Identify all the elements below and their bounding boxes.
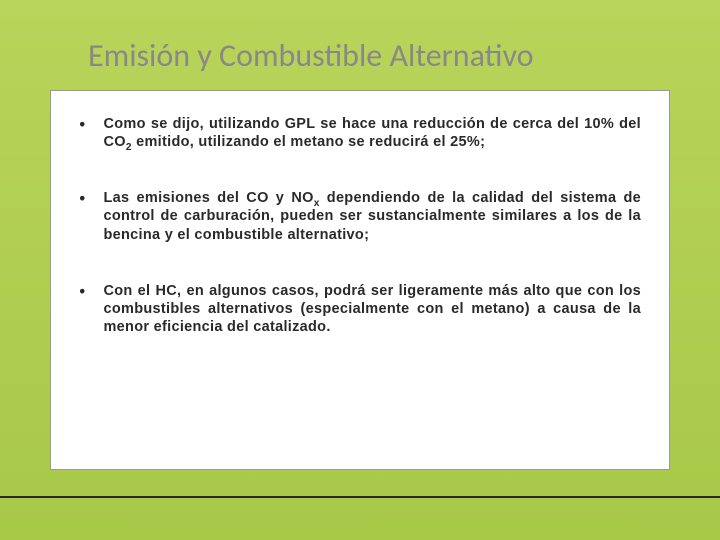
bullet-marker: •: [79, 191, 85, 206]
bullet-marker: •: [79, 117, 85, 132]
bullet-text: Con el HC, en algunos casos, podrá ser l…: [103, 282, 641, 336]
bullet-item: • Con el HC, en algunos casos, podrá ser…: [79, 282, 641, 336]
bullet-marker: •: [79, 284, 85, 299]
slide-container: Emisión y Combustible Alternativo • Como…: [0, 0, 720, 540]
bullet-item: • Como se dijo, utilizando GPL se hace u…: [79, 115, 641, 151]
divider-line: [0, 496, 720, 498]
slide-title: Emisión y Combustible Alternativo: [88, 36, 533, 75]
bullet-item: • Las emisiones del CO y NOx dependiendo…: [79, 189, 641, 243]
content-box: • Como se dijo, utilizando GPL se hace u…: [50, 90, 670, 470]
bullet-text: Las emisiones del CO y NOx dependiendo d…: [103, 189, 641, 243]
bullet-text: Como se dijo, utilizando GPL se hace una…: [103, 115, 641, 151]
